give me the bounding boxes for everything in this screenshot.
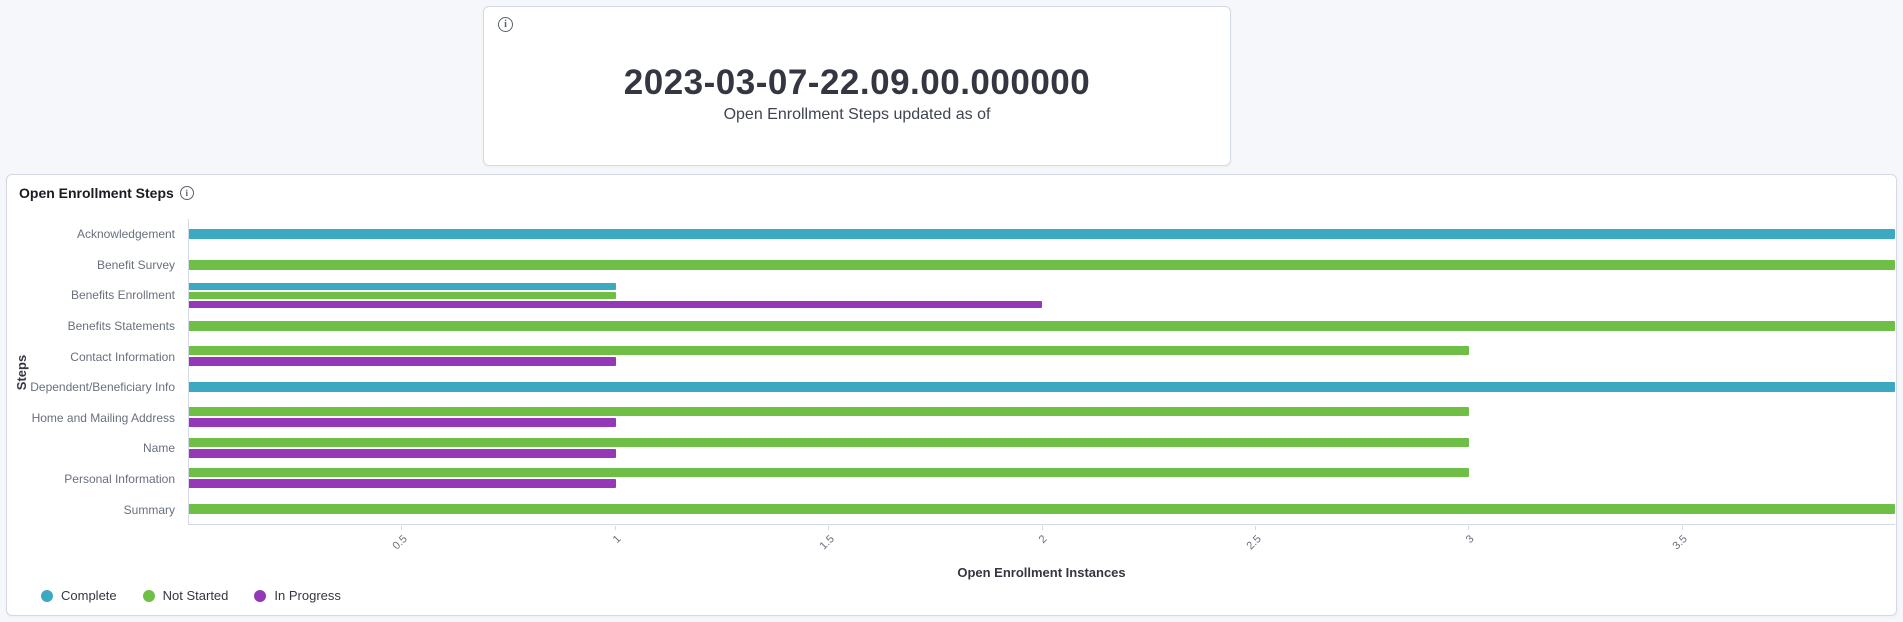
bar-not-started[interactable] — [189, 437, 1469, 447]
category-label-benefit-survey: Benefit Survey — [96, 257, 175, 272]
x-tick-label: 1 — [610, 533, 624, 546]
chart-row-contact-information — [189, 341, 1895, 372]
chart-panel: Open Enrollment Steps i Steps Acknowledg… — [6, 174, 1897, 616]
bar-group — [189, 407, 1895, 428]
chart-row-personal-information — [189, 463, 1895, 494]
category-label-benefits-enrollment: Benefits Enrollment — [70, 288, 175, 303]
legend-item-in-progress[interactable]: In Progress — [254, 588, 341, 603]
bar-not-started[interactable] — [189, 291, 616, 299]
x-tick-label: 1.5 — [817, 533, 837, 553]
metric-panel: i 2023-03-07-22.09.00.000000 Open Enroll… — [483, 6, 1231, 166]
bar-not-started[interactable] — [189, 320, 1895, 331]
chart-row-benefit-survey — [189, 250, 1895, 281]
bar-not-started[interactable] — [189, 346, 1469, 356]
chart-row-name — [189, 433, 1895, 464]
legend-label: Not Started — [162, 588, 229, 603]
chart-row-summary — [189, 494, 1895, 525]
chart-panel-header: Open Enrollment Steps i — [19, 185, 194, 201]
chart-row-acknowledgement — [189, 219, 1895, 250]
bar-group — [189, 381, 1895, 392]
y-axis-title-text: Steps — [14, 354, 30, 390]
bar-complete[interactable] — [189, 381, 1895, 392]
bar-complete[interactable] — [189, 282, 616, 290]
chart-legend: Complete Not Started In Progress — [41, 588, 341, 603]
legend-dot-icon — [41, 589, 53, 602]
bar-group — [189, 282, 1895, 308]
legend-item-complete[interactable]: Complete — [41, 588, 117, 603]
chart-row-benefits-statements — [189, 311, 1895, 342]
bar-group — [189, 437, 1895, 458]
bar-in-progress[interactable] — [189, 448, 616, 458]
category-label-home-and-mailing-address: Home and Mailing Address — [31, 410, 175, 425]
category-label-contact-information: Contact Information — [70, 349, 175, 364]
chart-row-home-and-mailing-address — [189, 402, 1895, 433]
category-label-dependent-beneficiary-info: Dependent/Beneficiary Info — [30, 380, 175, 395]
category-label-personal-information: Personal Information — [64, 472, 175, 487]
x-axis-title: Open Enrollment Instances — [957, 565, 1126, 580]
legend-label: In Progress — [274, 588, 341, 603]
bar-in-progress[interactable] — [189, 418, 616, 428]
bar-complete[interactable] — [189, 229, 1895, 240]
legend-item-not-started[interactable]: Not Started — [142, 588, 229, 603]
bar-group — [189, 468, 1895, 489]
category-labels: Acknowledgement Benefit Survey Benefits En… — [30, 219, 185, 525]
info-icon[interactable]: i — [179, 186, 194, 200]
category-label-acknowledgement: Acknowledgement — [76, 227, 175, 242]
bar-in-progress[interactable] — [189, 300, 1042, 308]
bar-in-progress[interactable] — [189, 479, 616, 489]
legend-dot-icon — [254, 589, 267, 602]
x-tick-label: 0.5 — [390, 533, 410, 553]
bar-group — [189, 229, 1895, 240]
legend-label: Complete — [61, 588, 117, 603]
x-tick-label: 2 — [1037, 533, 1050, 546]
metric-value: 2023-03-07-22.09.00.000000 — [623, 62, 1091, 102]
bar-not-started[interactable] — [189, 503, 1895, 514]
bar-in-progress[interactable] — [189, 357, 616, 367]
chart-title: Open Enrollment Steps — [19, 185, 174, 201]
bar-not-started[interactable] — [189, 407, 1469, 417]
legend-dot-icon — [142, 589, 155, 602]
x-axis-ticks: 0.5 1 1.5 2 2.5 3 3.5 — [188, 526, 1895, 558]
x-tick-label: 3 — [1463, 533, 1477, 546]
metric-content: 2023-03-07-22.09.00.000000 Open Enrollme… — [484, 7, 1230, 165]
metric-caption: Open Enrollment Steps updated as of — [723, 105, 991, 123]
bar-group — [189, 320, 1895, 331]
chart-row-dependent-beneficiary-info — [189, 372, 1895, 403]
bar-not-started[interactable] — [189, 259, 1895, 270]
bar-not-started[interactable] — [189, 468, 1469, 478]
y-axis-title: Steps — [11, 219, 33, 525]
category-label-benefits-statements: Benefits Statements — [67, 319, 175, 334]
bar-group — [189, 346, 1895, 367]
info-icon[interactable]: i — [498, 17, 513, 32]
category-label-summary: Summary — [123, 502, 175, 517]
x-tick-label: 2.5 — [1244, 533, 1264, 553]
x-tick-label: 3.5 — [1670, 533, 1691, 553]
bar-group — [189, 259, 1895, 270]
category-label-name: Name — [142, 441, 175, 456]
chart-row-benefits-enrollment — [189, 280, 1895, 311]
plot-rows — [189, 219, 1895, 524]
bar-group — [189, 503, 1895, 514]
plot-area — [188, 219, 1895, 525]
